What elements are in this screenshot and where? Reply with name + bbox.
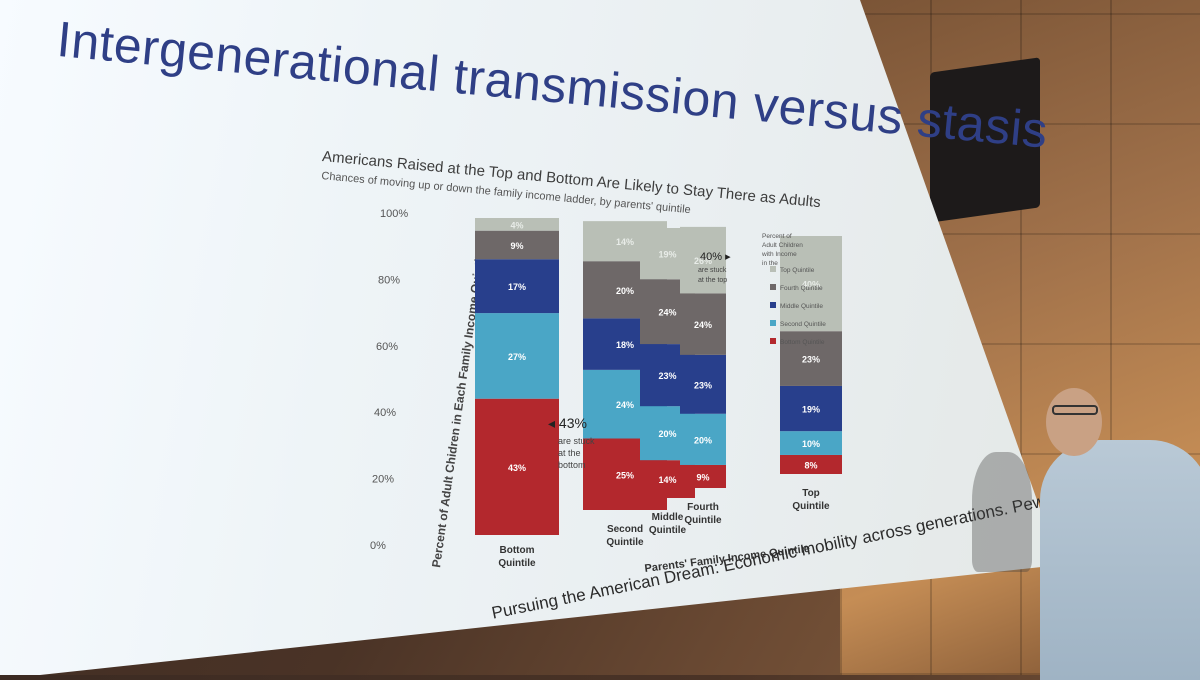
bar-data-label: 9% <box>510 241 523 251</box>
annotation-top-text: are stuck <box>698 267 727 274</box>
x-category-label: Quintile <box>606 537 644 548</box>
annotation-bottom-percent: ◂ 43% <box>548 415 587 431</box>
bar-data-label: 20% <box>694 435 712 445</box>
legend-swatch <box>770 338 776 344</box>
speaker-shadow <box>972 452 1032 572</box>
annotation-bottom-text: bottom <box>558 460 586 470</box>
y-tick-label: 100% <box>380 208 408 220</box>
y-tick-label: 60% <box>376 341 398 353</box>
bar-data-label: 8% <box>804 460 817 470</box>
bar-segment <box>680 226 726 294</box>
bar-data-label: 18% <box>616 340 634 350</box>
bar-segment <box>780 236 842 332</box>
legend-swatch <box>770 266 776 272</box>
x-category-label: Bottom <box>500 545 535 556</box>
x-category-label: Quintile <box>498 558 536 569</box>
bar-data-label: 4% <box>510 220 523 230</box>
bar-data-label: 40% <box>802 280 820 290</box>
bar-data-label: 14% <box>616 237 634 247</box>
annotation-bottom-text: are stuck <box>558 436 595 446</box>
bar-data-label: 26% <box>694 256 712 266</box>
presenter-glasses <box>1052 405 1098 415</box>
annotation-top-percent: 40% ▸ <box>700 251 731 263</box>
legend-entry: Middle Quintile <box>780 303 823 310</box>
legend-swatch <box>770 320 776 326</box>
bar-data-label: 10% <box>802 439 820 449</box>
bar-data-label: 23% <box>658 371 676 381</box>
bar-data-label: 14% <box>658 475 676 485</box>
bar-segment <box>475 218 559 231</box>
y-tick-label: 0% <box>370 540 386 552</box>
annotation-bottom-text: at the <box>558 448 581 458</box>
bar-data-label: 24% <box>658 308 676 318</box>
x-category-label: Quintile <box>649 525 687 536</box>
bar-data-label: 20% <box>616 286 634 296</box>
bar-segment <box>780 385 842 432</box>
legend-entry: Second Quintile <box>780 321 826 328</box>
legend-title: in the <box>762 260 778 267</box>
bar-data-label: 23% <box>802 355 820 365</box>
x-category-label: Middle <box>652 512 684 523</box>
bar-segment <box>680 464 726 488</box>
bar-segment <box>680 354 726 414</box>
legend-entry: Bottom Quintile <box>780 339 825 346</box>
x-category-label: Top <box>802 488 820 499</box>
bar-data-label: 19% <box>658 250 676 260</box>
legend-swatch <box>770 302 776 308</box>
legend-title: Percent of <box>762 233 792 240</box>
bar-data-label: 43% <box>508 463 526 473</box>
bar-data-label: 24% <box>616 400 634 410</box>
legend-swatch <box>770 284 776 290</box>
bar-segment <box>475 313 559 399</box>
bar-segment <box>780 331 842 386</box>
bar-segment <box>680 293 726 355</box>
legend-title: Adult Children <box>762 242 803 249</box>
y-tick-label: 20% <box>372 474 394 486</box>
bar-segment <box>780 454 842 474</box>
annotation-top-text: at the top <box>698 277 727 284</box>
legend-entry: Top Quintile <box>780 267 815 274</box>
bar-data-label: 27% <box>508 352 526 362</box>
legend-title: with Income <box>761 251 797 258</box>
y-tick-label: 80% <box>378 274 400 286</box>
bar-data-label: 25% <box>616 470 634 480</box>
x-category-label: Quintile <box>684 515 722 526</box>
x-category-label: Quintile <box>792 501 830 512</box>
bar-segment <box>680 413 726 465</box>
bar-segment <box>475 230 559 260</box>
chart-plot-group: 0%20%40%60%80%100%Percent of Adult Chidr… <box>370 208 842 575</box>
bar-data-label: 24% <box>694 320 712 330</box>
bar-segment <box>780 431 842 455</box>
presenter-head <box>1046 388 1102 456</box>
x-category-label: Second <box>607 524 643 535</box>
x-category-label: Fourth <box>687 502 719 513</box>
y-tick-label: 40% <box>374 407 396 419</box>
bar-segment <box>475 398 559 535</box>
presenter-body <box>1040 440 1200 680</box>
bar-segment <box>475 259 559 314</box>
bar-data-label: 19% <box>802 405 820 415</box>
bar-data-label: 9% <box>696 472 709 482</box>
bar-data-label: 20% <box>658 429 676 439</box>
bar-data-label: 17% <box>508 282 526 292</box>
bar-data-label: 23% <box>694 380 712 390</box>
legend-entry: Fourth Quintile <box>780 285 823 292</box>
